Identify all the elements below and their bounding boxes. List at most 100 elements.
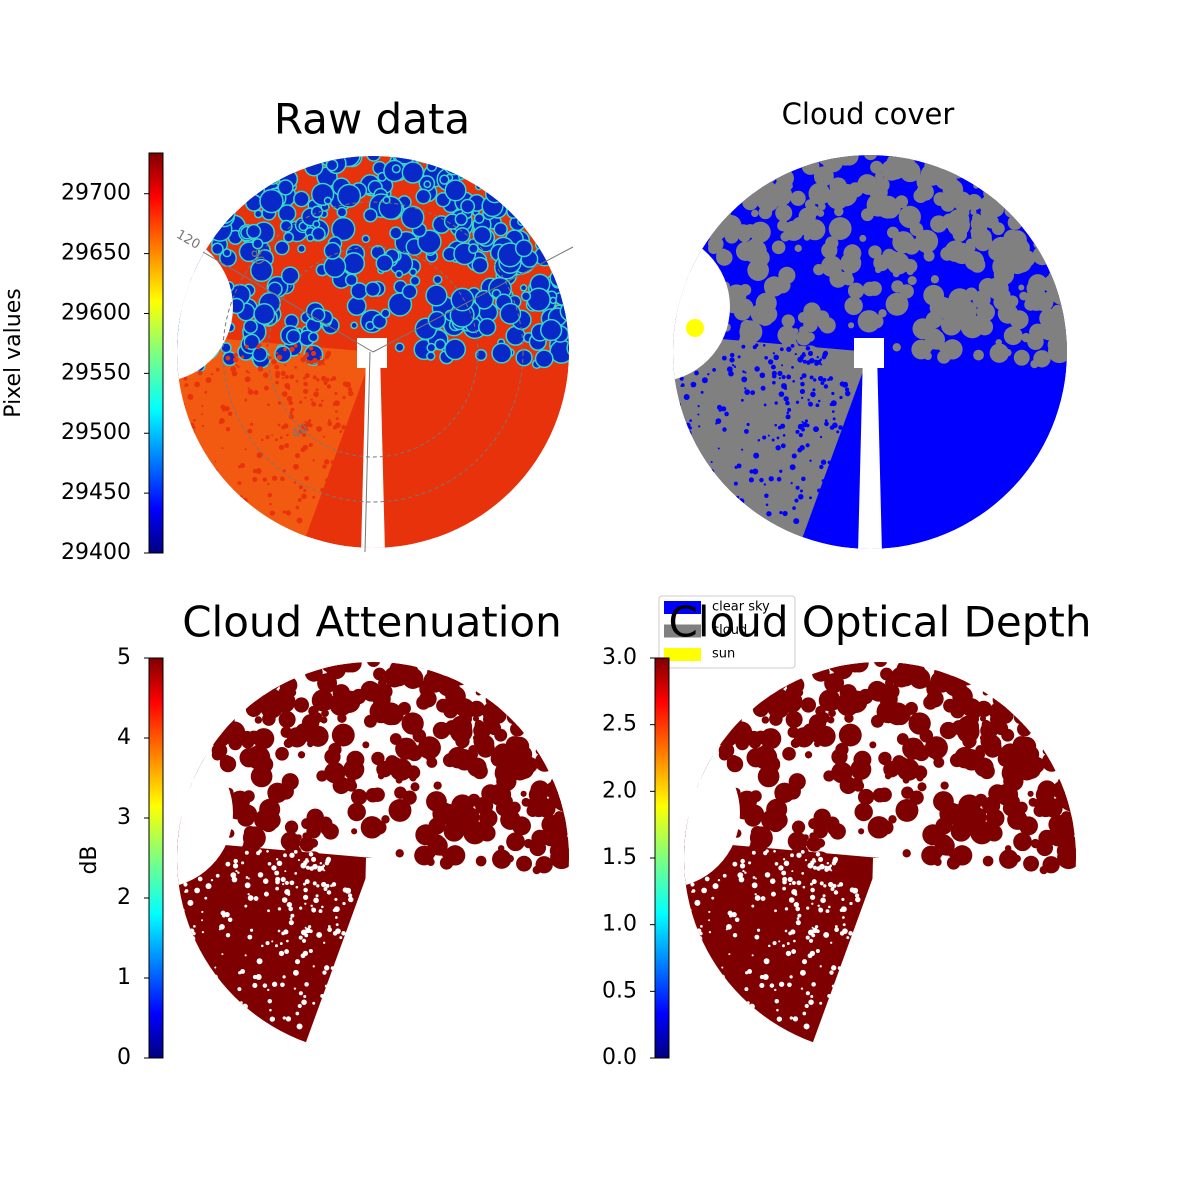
speck (744, 1037, 749, 1041)
speck (788, 897, 795, 903)
cloud-blob (991, 188, 1000, 197)
speck (301, 999, 307, 1005)
cloud-blob (1046, 253, 1060, 267)
cloud-blob (393, 662, 417, 670)
speck (323, 941, 326, 944)
speck (244, 904, 248, 908)
speck (247, 1046, 253, 1052)
cloud-blob (898, 205, 921, 229)
cloud-blob (362, 741, 370, 749)
speck (737, 355, 741, 359)
speck (819, 464, 824, 470)
cloud-blob (439, 174, 450, 185)
speck (801, 420, 804, 423)
cloud-blob (778, 266, 796, 284)
polar-grid (222, 201, 524, 503)
speck (795, 400, 800, 404)
speck (733, 992, 738, 997)
speck (754, 366, 760, 372)
speck (728, 368, 731, 372)
speck (342, 901, 346, 906)
speck (183, 434, 189, 439)
speck (300, 953, 306, 959)
speck (741, 344, 746, 349)
colorbar-tick-label: 29650 (61, 241, 131, 266)
cloud-blob (794, 244, 802, 253)
speck (727, 522, 732, 527)
cloud-blob (514, 239, 533, 258)
speck (809, 882, 813, 886)
speck (187, 899, 194, 906)
cloud-blob (1013, 349, 1030, 366)
cloud-blob (915, 229, 939, 253)
cloud-blob (742, 194, 759, 211)
cloud-blob (326, 665, 338, 677)
cloud-blob (982, 855, 994, 867)
speck (790, 343, 795, 348)
speck (275, 886, 279, 891)
colorbar (148, 152, 164, 554)
speck (304, 476, 309, 481)
cloud-blob (750, 303, 772, 325)
speck (729, 357, 735, 363)
speck (802, 885, 806, 889)
speck (327, 419, 331, 422)
cloud-blob (258, 158, 278, 178)
cloud-blob (964, 674, 974, 683)
speck (304, 902, 307, 905)
speck (806, 360, 811, 365)
speck (321, 881, 327, 888)
panel-title: Cloud Attenuation (182, 598, 562, 647)
cloud-blob (1036, 735, 1044, 743)
cloud-blob (973, 182, 980, 189)
speck (244, 398, 248, 402)
speck (198, 467, 201, 471)
speck (791, 453, 797, 459)
cloud-blob (685, 739, 708, 762)
speck (271, 475, 278, 481)
cloud-blob (347, 802, 366, 822)
speck (247, 371, 250, 374)
speck (751, 850, 756, 855)
speck (184, 890, 187, 893)
cloud-blob (801, 157, 820, 175)
speck (247, 934, 253, 940)
cloud-blob (673, 259, 687, 275)
speck (341, 931, 346, 936)
cloud-blob (719, 248, 728, 257)
cloud-blob (966, 243, 976, 253)
cloud-blob (281, 773, 299, 791)
speck (805, 991, 810, 996)
speck (748, 477, 754, 483)
speck (774, 998, 780, 1004)
speck (263, 1037, 267, 1042)
cloud-blob (388, 798, 412, 822)
cloud-blob (1025, 288, 1048, 311)
cloud-blob (768, 671, 788, 691)
speck (830, 869, 833, 872)
speck (677, 403, 681, 407)
cloud-blob (521, 797, 531, 807)
speck (330, 884, 333, 888)
cloud-blob (1067, 807, 1076, 827)
speck (704, 1003, 708, 1007)
speck (284, 949, 290, 954)
cloud-blob (834, 206, 844, 217)
cloud-blob (788, 773, 806, 791)
cloud-blob (535, 856, 553, 874)
cloud-blob (921, 180, 928, 187)
cloud-blob (245, 700, 262, 717)
speck (842, 923, 846, 927)
speck (808, 401, 813, 407)
speck (726, 924, 732, 930)
speck (262, 477, 268, 482)
speck (182, 446, 189, 453)
speck (839, 395, 843, 400)
speck (836, 430, 840, 434)
cloud-blob (795, 221, 805, 230)
speck (262, 878, 269, 884)
speck (298, 935, 303, 940)
speck (252, 982, 258, 988)
speck (754, 895, 761, 901)
